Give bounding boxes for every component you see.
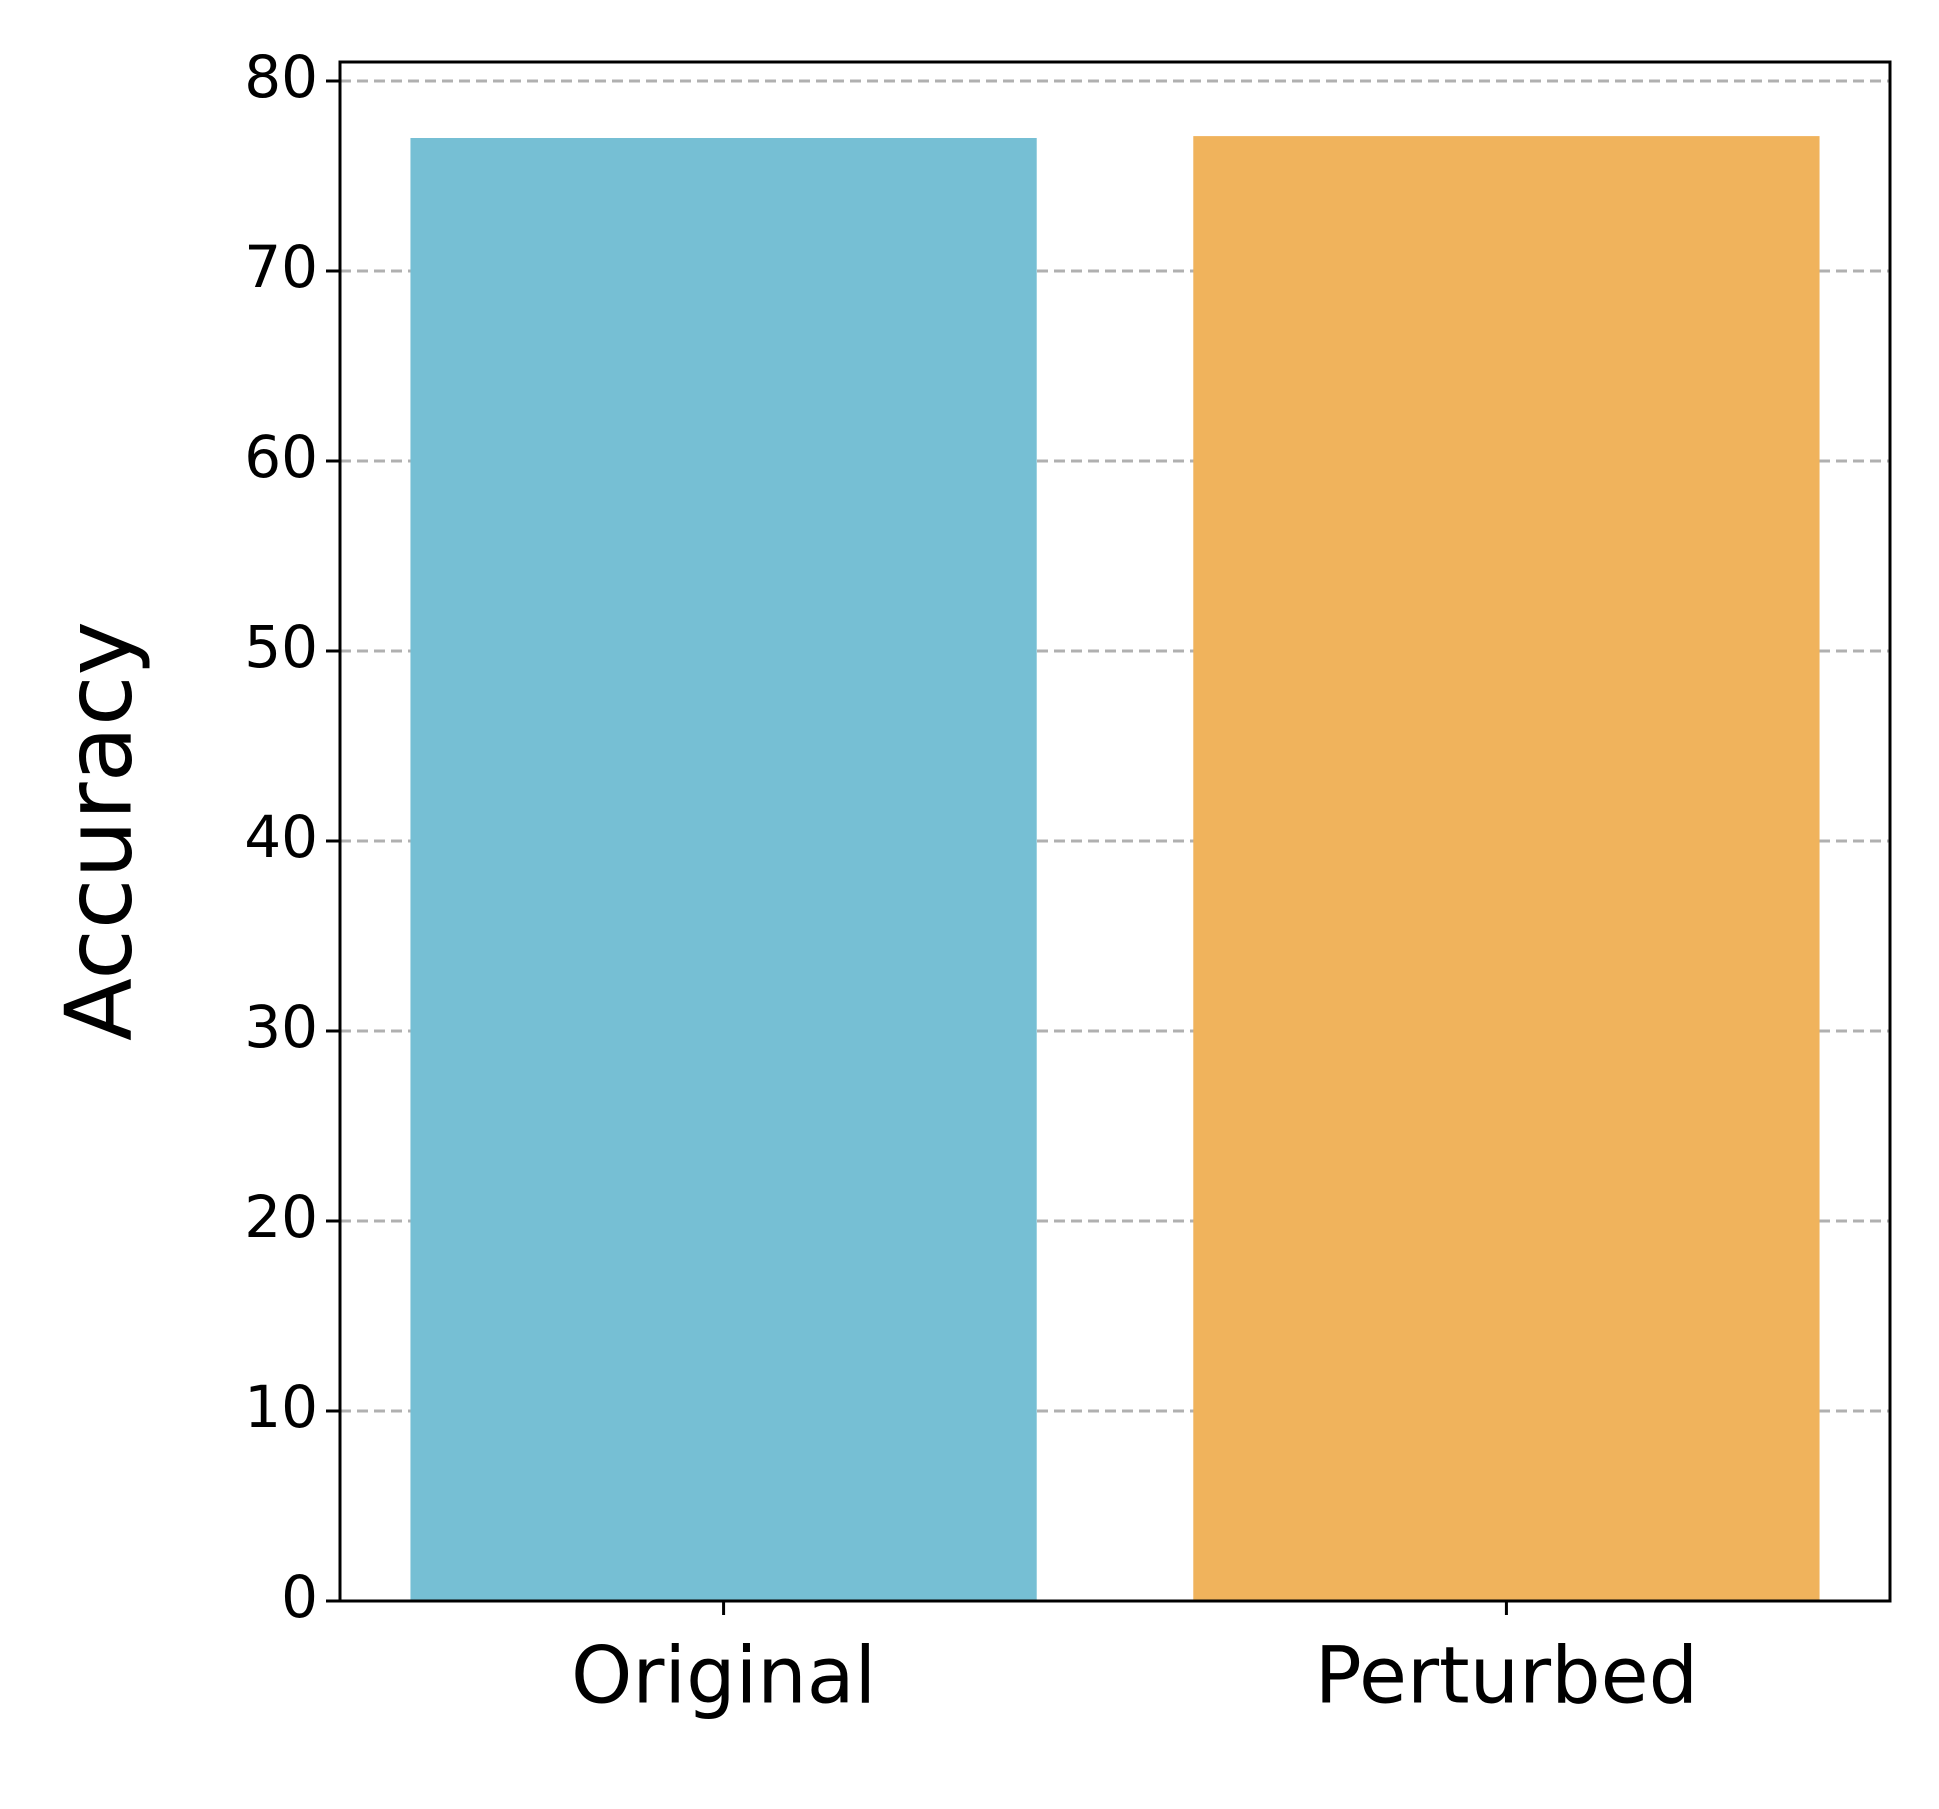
y-tick-label: 30: [244, 993, 318, 1061]
x-tick-label: Perturbed: [1315, 1631, 1698, 1721]
y-tick-label: 50: [244, 613, 318, 681]
y-tick-label: 10: [244, 1373, 318, 1441]
bar: [1193, 136, 1820, 1602]
plot-frame: [338, 60, 1892, 1603]
y-tick-label: 60: [244, 423, 318, 491]
bar: [410, 138, 1037, 1601]
x-tick-label: Original: [571, 1631, 876, 1721]
y-tick-label: 70: [244, 233, 318, 301]
y-tick-label: 0: [281, 1563, 318, 1631]
y-tick-label: 40: [244, 803, 318, 871]
y-axis-label: Accuracy: [45, 621, 152, 1041]
y-tick-label: 20: [244, 1183, 318, 1251]
y-tick-label: 80: [244, 43, 318, 111]
